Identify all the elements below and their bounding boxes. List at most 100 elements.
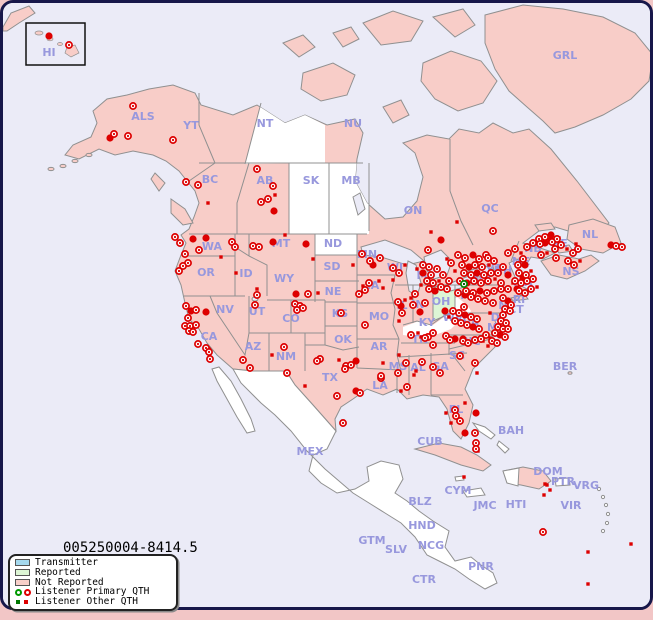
listener-primary-qth-marker-dot bbox=[480, 265, 484, 269]
listener-primary-qth-marker-dot bbox=[506, 251, 510, 255]
listener-other-qth-marker bbox=[493, 277, 497, 281]
listener-primary-qth-marker-dot bbox=[469, 273, 473, 277]
listener-primary-qth-marker-dot bbox=[378, 256, 382, 260]
listener-primary-qth-marker-dot bbox=[451, 309, 455, 313]
listener-primary-qth-marker-dot bbox=[368, 259, 372, 263]
landmass-mexico-central-america bbox=[232, 368, 498, 590]
listener-other-qth-marker bbox=[377, 279, 381, 283]
listener-primary-qth-marker-dot bbox=[501, 265, 505, 269]
island-southampton bbox=[382, 99, 410, 124]
islands-bahamas-2 bbox=[496, 440, 510, 454]
listener-primary-qth-marker-dot bbox=[516, 263, 520, 267]
region-label-BER: BER bbox=[553, 360, 578, 373]
listener-primary-qth-marker-dot bbox=[513, 279, 517, 283]
listener-primary-qth-marker-dot bbox=[126, 134, 130, 138]
listener-primary-qth-marker-dot bbox=[463, 256, 467, 260]
listener-primary-qth-marker-dot bbox=[614, 244, 618, 248]
listener-primary-qth-marker-dot bbox=[177, 269, 181, 273]
listener-primary-qth-marker-dot bbox=[255, 293, 259, 297]
listener-primary-qth-marker-dot bbox=[499, 287, 503, 291]
listener-other-qth-marker bbox=[545, 251, 549, 255]
listener-primary-qth-marker-dot bbox=[506, 287, 510, 291]
listener-primary-qth-marker-dot bbox=[513, 247, 517, 251]
listener-primary-qth-marker-dot bbox=[411, 303, 415, 307]
transmitter-swatch bbox=[15, 559, 30, 567]
listener-primary-qth-marker-dot bbox=[427, 265, 431, 269]
listener-other-qth-marker bbox=[414, 369, 418, 373]
island-antilles-5 bbox=[604, 520, 610, 526]
island-arctic-2 bbox=[431, 8, 476, 38]
region-label-SK: SK bbox=[303, 174, 320, 187]
listener-other-qth-marker bbox=[449, 421, 453, 425]
listener-other-qth-marker bbox=[586, 550, 590, 554]
region-label-JMC: JMC bbox=[472, 499, 496, 512]
listener-other-qth-marker bbox=[270, 353, 274, 357]
listener-primary-qth-marker-dot bbox=[620, 245, 624, 249]
legend-item-transmitter: Transmitter bbox=[15, 558, 172, 568]
listener-cluster-marker bbox=[416, 308, 424, 316]
listener-primary-qth-marker-dot bbox=[358, 391, 362, 395]
listener-primary-qth-marker-dot bbox=[550, 240, 554, 244]
listener-primary-qth-marker-dot bbox=[184, 180, 188, 184]
region-label-PTR: PTR bbox=[551, 475, 576, 488]
island-antilles-4 bbox=[605, 511, 611, 517]
region-label-AZ: AZ bbox=[245, 340, 262, 353]
listener-other-qth-marker bbox=[529, 269, 533, 273]
legend-rows: Transmitter Reported Not Reported Listener … bbox=[15, 558, 172, 607]
region-label-ALS: ALS bbox=[131, 110, 155, 123]
listener-primary-qth-marker-dot bbox=[503, 335, 507, 339]
listener-other-qth-marker bbox=[574, 242, 578, 246]
listener-other-qth-marker bbox=[437, 279, 441, 283]
listener-primary-qth-marker-dot bbox=[501, 327, 505, 331]
listener-cluster-marker bbox=[269, 238, 277, 246]
region-label-QC: QC bbox=[481, 202, 498, 215]
listener-primary-qth-marker-dot bbox=[379, 374, 383, 378]
not_reported-swatch bbox=[15, 578, 30, 586]
listener-primary-qth-marker-dot bbox=[438, 371, 442, 375]
listener-primary-qth-marker-dot bbox=[456, 253, 460, 257]
listener-primary-qth-marker-dot bbox=[266, 197, 270, 201]
listener-other-qth-marker bbox=[447, 315, 451, 319]
listener-primary-qth-marker-dot bbox=[554, 256, 558, 260]
listener-primary-qth-marker-dot bbox=[489, 271, 493, 275]
listener-cluster-marker bbox=[461, 311, 469, 319]
listener-primary-qth-marker-dot bbox=[475, 317, 479, 321]
listener-primary-qth-marker-dot bbox=[396, 300, 400, 304]
listener-other-qth-marker bbox=[416, 331, 420, 335]
listener-other-qth-marker bbox=[219, 255, 223, 259]
listener-primary-qth-marker-dot bbox=[194, 323, 198, 327]
listener-other-qth-marker bbox=[543, 482, 547, 486]
listener-cluster-marker bbox=[473, 269, 481, 277]
region-label-RI: RI bbox=[513, 293, 526, 306]
listener-primary-qth-marker-dot bbox=[431, 331, 435, 335]
listener-other-qth-marker bbox=[397, 319, 401, 323]
listener-primary-qth-marker-dot bbox=[253, 303, 257, 307]
region-label-YT: YT bbox=[182, 119, 199, 132]
region-label-NE: NE bbox=[325, 285, 342, 298]
listener-other-qth-marker bbox=[565, 247, 569, 251]
listener-primary-qth-marker-dot bbox=[537, 237, 541, 241]
island-aleutian-4 bbox=[47, 166, 55, 172]
listener-primary-qth-marker-dot bbox=[363, 323, 367, 327]
map-title: 005250004-8414.5 bbox=[63, 540, 198, 556]
listener-primary-qth-marker-dot bbox=[341, 421, 345, 425]
listener-primary-qth-marker-dot bbox=[460, 263, 464, 267]
listener-other-qth-marker bbox=[381, 286, 385, 290]
listener-other-qth-marker bbox=[542, 493, 546, 497]
lake-winnipeg bbox=[352, 192, 366, 216]
listener-other-qth-marker bbox=[462, 475, 466, 479]
region-label-HI: HI bbox=[42, 46, 55, 59]
listener-other-qth-marker bbox=[463, 401, 467, 405]
listener-other-qth-marker bbox=[415, 267, 419, 271]
region-label-GTM: GTM bbox=[358, 534, 385, 547]
listener-primary-qth-marker-dot bbox=[541, 530, 545, 534]
listener-primary-qth-marker-dot bbox=[421, 263, 425, 267]
listener-primary-qth-marker-dot bbox=[427, 287, 431, 291]
listener-cluster-marker bbox=[547, 231, 555, 239]
listener-other-qth-marker bbox=[548, 488, 552, 492]
listener-primary-qth-marker-dot bbox=[576, 247, 580, 251]
listener-primary-qth-marker-dot bbox=[271, 184, 275, 188]
listener-primary-qth-marker-dot bbox=[188, 324, 192, 328]
listener-primary-qth-marker-dot bbox=[477, 327, 481, 331]
listener_primary_qth-icon bbox=[15, 588, 22, 596]
